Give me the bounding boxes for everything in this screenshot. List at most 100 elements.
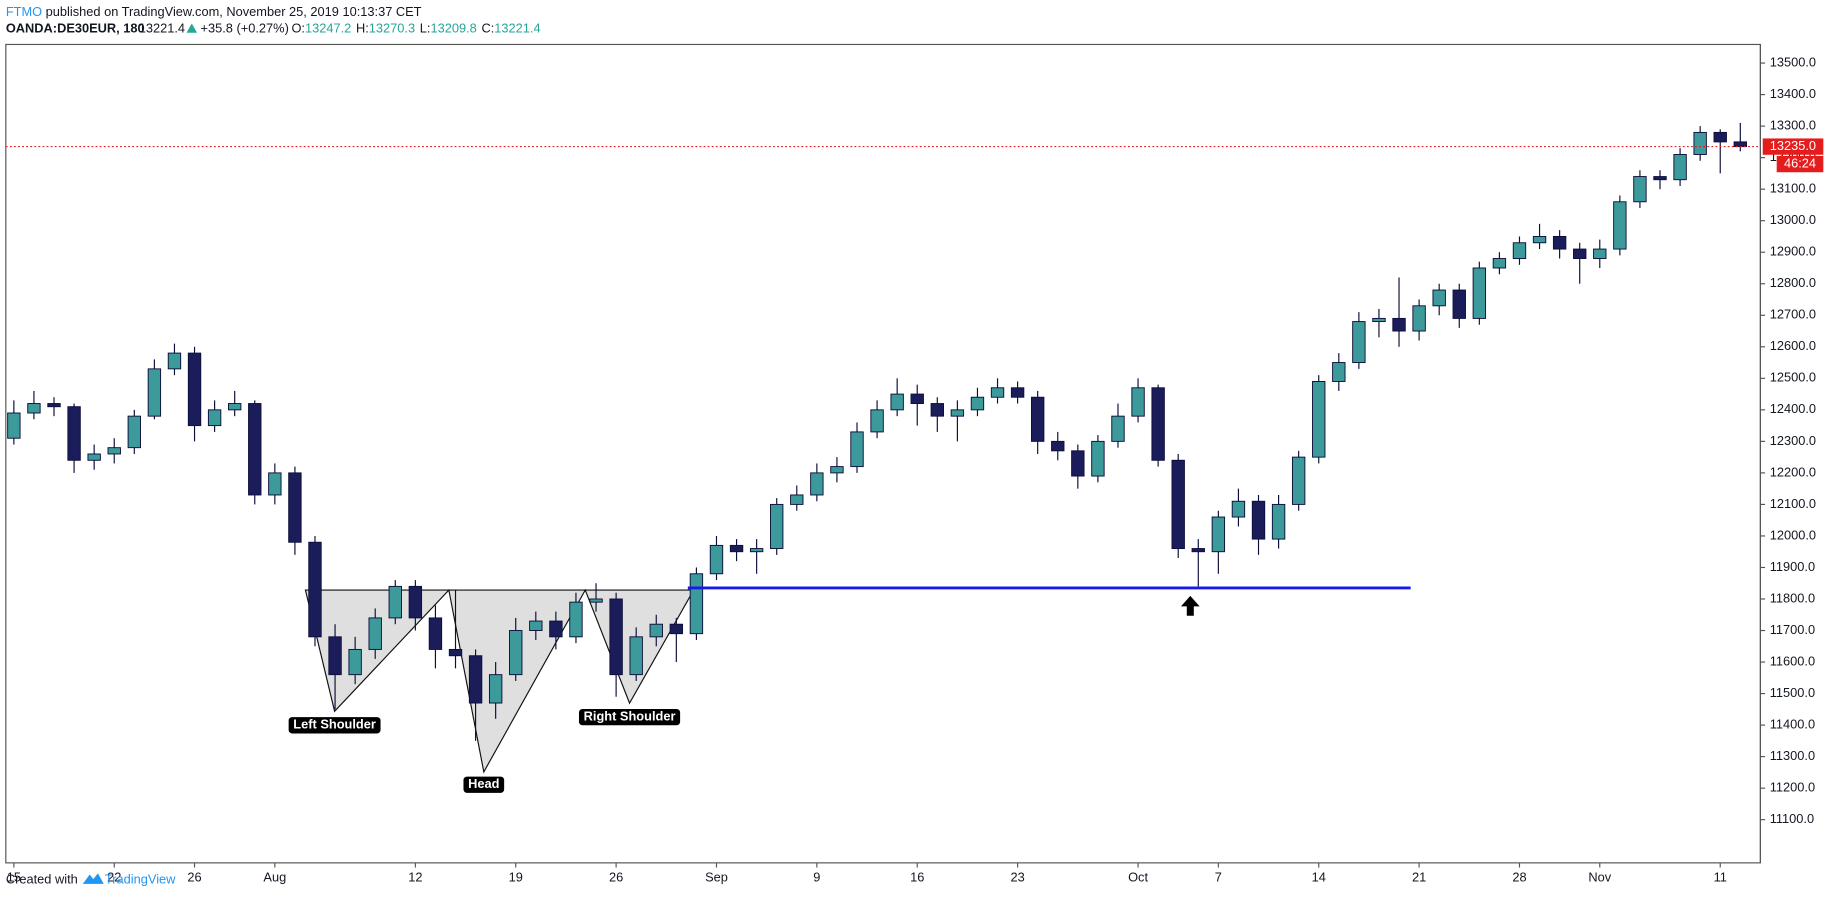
x-tick-label: 26 — [609, 869, 623, 884]
h: 13270.3 — [369, 21, 415, 36]
candle-body — [1613, 201, 1627, 250]
marks: 11100.0 11200.0 11300.0 11400.0 11500.0 11600… — [5, 54, 1816, 884]
x-tick-label: 22 — [107, 869, 121, 884]
candle-body — [870, 409, 884, 433]
change: +35.8 (+0.27%) — [201, 21, 289, 36]
candle-body — [790, 494, 804, 505]
candle-body — [1392, 317, 1406, 332]
y-tick-label: 11700.0 — [1770, 622, 1815, 637]
y-tick-label: 12600.0 — [1770, 338, 1816, 353]
candle-body — [1512, 242, 1527, 259]
last-price-label: 13235.0 — [1770, 138, 1816, 153]
y-tick-label: 11200.0 — [1770, 780, 1815, 795]
x-tick-label: 9 — [813, 869, 820, 884]
candle-body — [729, 544, 744, 553]
brand-logo — [82, 873, 104, 884]
candle-body — [428, 617, 443, 650]
candle-body — [529, 620, 543, 631]
x-tick-label: Oct — [1128, 869, 1148, 884]
candle-body — [830, 466, 844, 474]
candle-body — [1432, 289, 1446, 307]
candle-body — [1111, 415, 1125, 442]
candle-body — [1010, 387, 1025, 398]
candle-body — [1352, 321, 1366, 364]
candle-body — [248, 403, 262, 496]
y-tick-label: 12800.0 — [1770, 275, 1816, 290]
x-tick-label: 15 — [7, 869, 21, 884]
candle-body — [770, 503, 784, 550]
annotation-label: Right Shoulder — [584, 709, 676, 724]
candle-body — [1492, 258, 1507, 269]
header-line: FTMO published on TradingView.com, Novem… — [6, 4, 422, 19]
candle-body — [950, 409, 965, 417]
candle-body — [1030, 396, 1045, 442]
candle-body — [649, 623, 663, 638]
candle-body — [689, 573, 704, 635]
candle-body — [368, 617, 382, 650]
candle-body — [27, 403, 41, 414]
candle-body — [930, 403, 944, 417]
last-price-box — [1762, 138, 1824, 155]
candle-body — [288, 472, 302, 543]
annotation-box — [463, 776, 505, 793]
footer-created: Created with — [6, 872, 78, 887]
candle-body — [388, 585, 402, 619]
y-tick-label: 12300.0 — [1770, 433, 1816, 448]
y-tick-label: 12500.0 — [1770, 370, 1816, 385]
candle-body — [1071, 450, 1085, 477]
candle-body — [1412, 305, 1426, 332]
y-tick-label: 12700.0 — [1770, 307, 1816, 322]
candle-body — [1452, 289, 1466, 319]
candle-body — [1131, 387, 1145, 417]
y-tick-label: 11500.0 — [1770, 685, 1815, 700]
y-tick-label: 11300.0 — [1770, 748, 1815, 763]
candle-body — [890, 393, 904, 411]
countdown-box — [1776, 155, 1824, 173]
candle-body — [1593, 248, 1607, 259]
candle-body — [669, 623, 684, 635]
x-tick-label: 21 — [1412, 869, 1426, 884]
candle-body — [569, 601, 583, 638]
x-tick-label: Aug — [263, 869, 286, 884]
candle-body — [1532, 235, 1547, 244]
y-tick-label: 12900.0 — [1770, 244, 1816, 259]
candle-body — [1231, 500, 1246, 518]
candle-body — [1051, 440, 1065, 452]
plot-frame — [5, 43, 1761, 864]
y-tick-label: 12400.0 — [1770, 401, 1816, 416]
candle-body — [1332, 362, 1346, 382]
annotation-label: Left Shoulder — [293, 717, 376, 732]
y-tick-label: 13000.0 — [1770, 212, 1816, 227]
y-tick-label: 11400.0 — [1770, 716, 1815, 731]
countdown-label: 46:24 — [1784, 155, 1816, 170]
x-tick-label: 28 — [1512, 869, 1526, 884]
x-tick-label: 12 — [408, 869, 422, 884]
published: published on TradingView.com, November 2… — [42, 4, 422, 19]
y-tick-label: 11900.0 — [1770, 559, 1815, 574]
y-tick-label: 13500.0 — [1770, 54, 1816, 69]
candle-body — [47, 403, 61, 408]
candle-body — [67, 406, 81, 461]
candle-body — [1673, 154, 1687, 181]
candle-body — [589, 598, 603, 603]
candle-body — [1552, 235, 1567, 250]
candle-body — [147, 368, 162, 417]
o: 13247.2 — [305, 21, 351, 36]
candle-body — [810, 472, 824, 496]
candle-body — [609, 598, 623, 676]
candle-body — [749, 548, 764, 553]
candle-body — [1251, 500, 1266, 540]
candle-body — [328, 636, 342, 676]
candle-body — [1653, 176, 1667, 181]
candle-body — [1091, 440, 1105, 477]
y-tick-label: 12000.0 — [1770, 527, 1816, 542]
x-tick-label: 19 — [509, 869, 523, 884]
candle-body — [1472, 267, 1487, 319]
x-tick-label: Sep — [705, 869, 728, 884]
footer-brand: TradingView — [105, 872, 176, 887]
candle-body — [268, 472, 282, 496]
candle-body — [308, 541, 322, 638]
l: 13209.8 — [430, 21, 476, 36]
candle-body — [87, 453, 101, 461]
